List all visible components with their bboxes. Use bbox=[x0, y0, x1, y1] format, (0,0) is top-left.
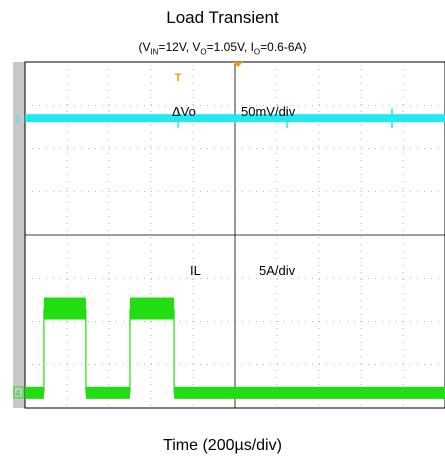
vin-value: 12V bbox=[165, 40, 186, 54]
voltage-scale-label: 50mV/div bbox=[241, 104, 296, 119]
x-axis-label: Time (200µs/div) bbox=[163, 437, 282, 454]
vo-value: 1.05V bbox=[213, 40, 244, 54]
channel-4-marker-box bbox=[13, 386, 24, 399]
channel-2-marker: 2 bbox=[15, 114, 20, 124]
channel-labels: ΔVo 50mV/div IL 5A/div 2 4 bbox=[13, 104, 296, 399]
current-trace-low bbox=[85, 386, 130, 399]
trigger-marker-icon: T bbox=[175, 72, 182, 84]
current-trace-low bbox=[174, 386, 445, 399]
current-trace-high bbox=[43, 297, 86, 320]
current-trace-low bbox=[25, 386, 44, 399]
chart-title: Load Transient bbox=[166, 8, 279, 27]
current-channel-label: IL bbox=[190, 263, 201, 278]
voltage-channel-label: ΔVo bbox=[172, 104, 196, 119]
chart-subtitle: (VIN=12V, VO=1.05V, IO=0.6-6A) bbox=[138, 40, 307, 57]
trigger-position-icon bbox=[233, 62, 243, 67]
current-scale-label: 5A/div bbox=[259, 263, 296, 278]
voltage-trace-band bbox=[25, 114, 445, 123]
io-value: 0.6-6A bbox=[267, 40, 303, 54]
traces bbox=[25, 108, 445, 399]
grid: T bbox=[25, 62, 445, 408]
current-trace-high bbox=[130, 297, 175, 320]
channel-4-marker: 4 bbox=[16, 388, 21, 398]
left-marker-strip bbox=[13, 62, 25, 408]
